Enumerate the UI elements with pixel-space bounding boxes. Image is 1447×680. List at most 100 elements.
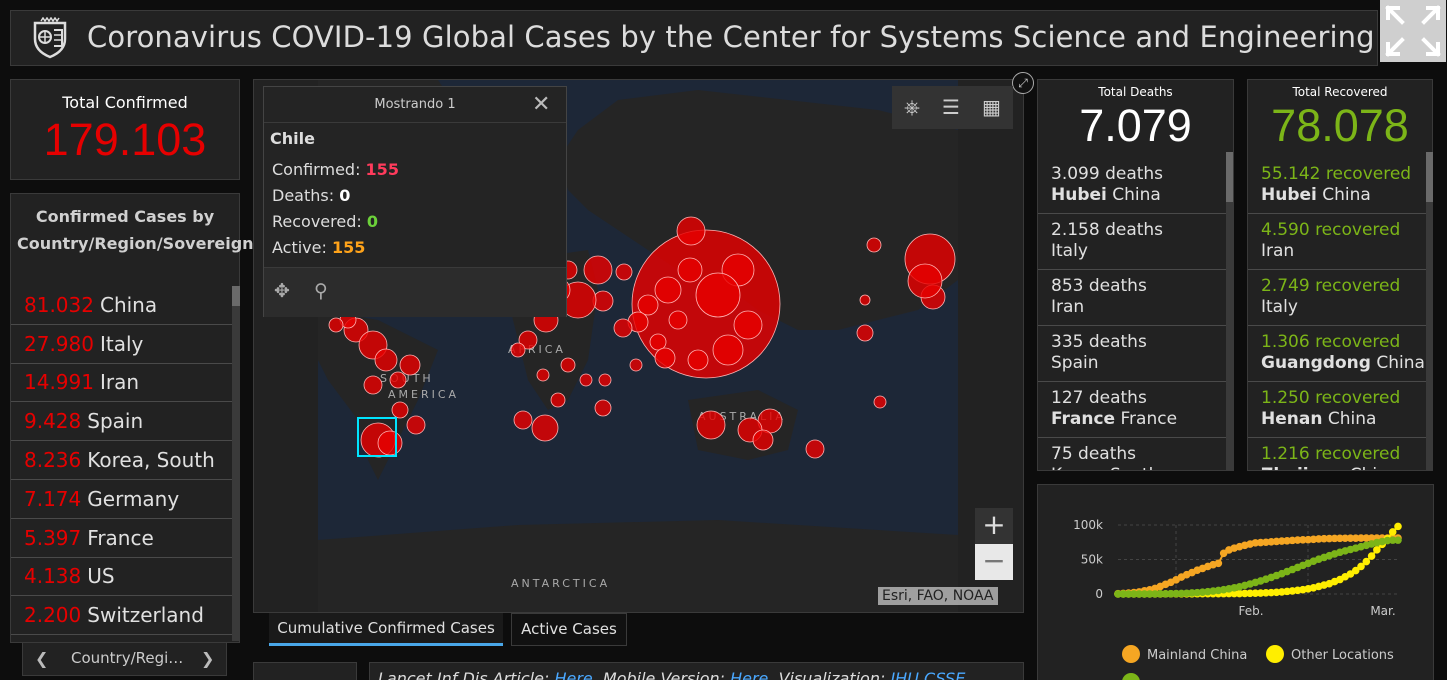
chart-point[interactable] xyxy=(1362,534,1371,542)
case-bubble[interactable] xyxy=(712,334,744,366)
deaths-row[interactable]: 3.099 deaths Hubei China xyxy=(1038,158,1226,214)
case-bubble[interactable] xyxy=(389,371,407,389)
case-bubble[interactable] xyxy=(406,415,426,435)
fullscreen-icon[interactable]: ⤢ xyxy=(1012,72,1034,94)
chart-point[interactable] xyxy=(1167,589,1175,598)
case-bubble[interactable] xyxy=(805,439,825,459)
chart-point[interactable] xyxy=(1114,590,1122,598)
tab-cumulative-confirmed[interactable]: Cumulative Confirmed Cases xyxy=(269,613,503,646)
case-bubble[interactable] xyxy=(859,294,871,306)
chart-point[interactable] xyxy=(1151,590,1159,598)
case-bubble[interactable] xyxy=(531,414,559,442)
chart-point[interactable] xyxy=(1145,590,1154,598)
case-bubble[interactable] xyxy=(536,368,550,382)
chart-point[interactable] xyxy=(1172,589,1180,598)
chart-point[interactable] xyxy=(1388,528,1397,536)
chart-point[interactable] xyxy=(1161,589,1170,598)
case-bubble[interactable] xyxy=(598,373,612,387)
chart-point[interactable] xyxy=(1341,534,1349,543)
close-icon[interactable]: ✕ xyxy=(532,92,551,117)
case-bubble[interactable] xyxy=(637,294,659,316)
chart-point[interactable] xyxy=(1336,534,1344,543)
case-bubble[interactable] xyxy=(649,333,667,351)
mobile-version-link[interactable]: Here xyxy=(730,669,769,680)
chart-point[interactable] xyxy=(1124,590,1133,598)
chart-point[interactable] xyxy=(1130,590,1138,598)
case-bubble[interactable] xyxy=(615,263,633,281)
country-row[interactable]: 81.032 China xyxy=(11,286,232,325)
case-bubble[interactable] xyxy=(374,348,398,372)
recovered-row[interactable]: 4.590 recovered Iran xyxy=(1248,214,1426,270)
case-bubble[interactable] xyxy=(328,317,344,333)
case-bubble[interactable] xyxy=(550,392,566,408)
legend-list-icon[interactable]: ☰ xyxy=(942,95,960,119)
zoom-out-button[interactable]: − xyxy=(975,544,1013,580)
case-bubble[interactable] xyxy=(579,373,593,387)
chart-point[interactable] xyxy=(1351,534,1360,542)
country-row[interactable]: 27.980 Italy xyxy=(11,325,232,364)
basemap-gallery-icon[interactable]: ▦ xyxy=(982,95,1001,119)
tab-active-cases[interactable]: Active Cases xyxy=(511,613,627,646)
chart-point[interactable] xyxy=(1357,534,1365,542)
chart-point[interactable] xyxy=(1230,589,1239,598)
pan-icon[interactable]: ✥ xyxy=(274,280,290,302)
case-bubble[interactable] xyxy=(668,310,688,330)
chevron-right-icon[interactable]: ❯ xyxy=(201,649,215,668)
case-bubble[interactable] xyxy=(363,375,383,395)
chevron-left-icon[interactable]: ❮ xyxy=(35,649,49,668)
recovered-row[interactable]: 2.749 recovered Italy xyxy=(1248,270,1426,326)
case-bubble[interactable] xyxy=(907,263,943,299)
chart-point[interactable] xyxy=(1362,557,1371,566)
case-bubble[interactable] xyxy=(391,401,409,419)
case-bubble[interactable] xyxy=(518,330,538,350)
deaths-row[interactable]: 75 deaths Korea, South xyxy=(1038,438,1226,470)
chart-point[interactable] xyxy=(1351,566,1360,575)
recovered-row[interactable]: 55.142 recovered Hubei China xyxy=(1248,158,1426,214)
chart-point[interactable] xyxy=(1251,589,1260,597)
case-bubble[interactable] xyxy=(873,395,887,409)
zoom-to-icon[interactable]: ⚲ xyxy=(314,280,328,302)
case-bubble[interactable] xyxy=(613,318,633,338)
case-bubble[interactable] xyxy=(654,276,682,304)
country-list-scroll-thumb[interactable] xyxy=(232,286,240,306)
case-bubble[interactable] xyxy=(560,357,576,373)
chart-point[interactable] xyxy=(1367,534,1376,542)
case-bubble[interactable] xyxy=(856,324,874,342)
country-row[interactable]: 4.138 US xyxy=(11,558,232,597)
case-bubble[interactable] xyxy=(752,429,774,451)
cases-line-chart[interactable]: 100k 50k 0 Feb. Mar. Mainland China Other Loca… xyxy=(1038,485,1435,680)
chart-point[interactable] xyxy=(1140,590,1149,598)
recovered-row[interactable]: 1.216 recoveredZhejiang China xyxy=(1248,438,1426,470)
visualization-link[interactable]: JHU CSSE xyxy=(890,669,966,680)
deaths-scroll-thumb[interactable] xyxy=(1226,152,1233,202)
country-row[interactable]: 8.236 Korea, South xyxy=(11,441,232,480)
lancet-link[interactable]: Here xyxy=(554,669,593,680)
chart-point[interactable] xyxy=(1235,589,1244,598)
recovered-scrollbar[interactable] xyxy=(1426,152,1433,470)
case-bubble[interactable] xyxy=(513,410,533,430)
case-bubble[interactable] xyxy=(629,358,643,372)
chart-point[interactable] xyxy=(1394,522,1402,531)
deaths-scrollbar[interactable] xyxy=(1226,152,1233,470)
chart-point[interactable] xyxy=(1373,546,1381,554)
case-bubble[interactable] xyxy=(677,257,703,283)
chart-point[interactable] xyxy=(1367,552,1376,560)
chart-point[interactable] xyxy=(1135,590,1143,598)
chart-point[interactable] xyxy=(1346,534,1355,542)
case-bubble[interactable] xyxy=(594,399,612,417)
case-bubble[interactable] xyxy=(654,347,676,369)
zoom-in-button[interactable]: + xyxy=(982,508,1006,541)
case-bubble[interactable] xyxy=(583,255,613,285)
case-bubble[interactable] xyxy=(399,354,421,376)
case-bubble[interactable] xyxy=(676,216,706,246)
chart-point[interactable] xyxy=(1325,534,1334,543)
country-row[interactable]: 7.174 Germany xyxy=(11,480,232,519)
deaths-row[interactable]: 127 deaths France France xyxy=(1038,382,1226,438)
country-row[interactable]: 5.397 France xyxy=(11,519,232,558)
case-bubble[interactable] xyxy=(696,410,726,440)
recovered-row[interactable]: 1.250 recovered Henan China xyxy=(1248,382,1426,438)
country-row[interactable]: 2.200 Switzerland xyxy=(11,596,232,636)
deaths-row[interactable]: 335 deaths Spain xyxy=(1038,326,1226,382)
chart-point[interactable] xyxy=(1394,536,1402,544)
country-list-scrollbar[interactable] xyxy=(232,286,240,641)
